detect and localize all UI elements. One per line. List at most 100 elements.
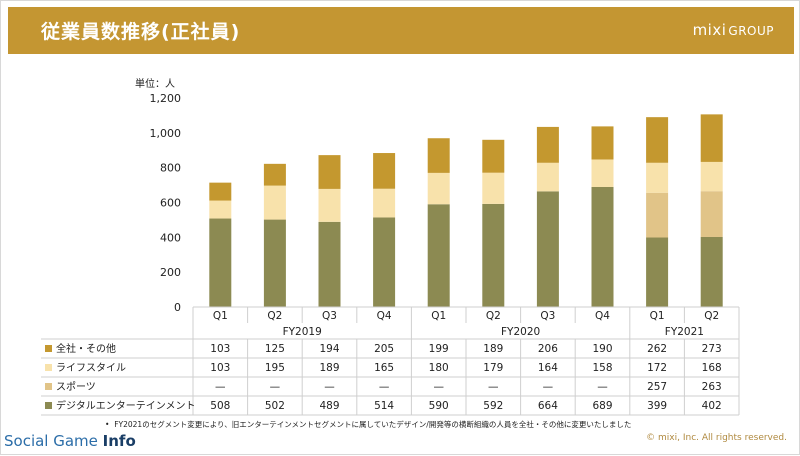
bar-segment (536, 162, 559, 192)
data-label: 399 (647, 400, 667, 412)
data-label: 103 (210, 362, 230, 374)
data-label: 514 (374, 400, 394, 412)
bar-segment (700, 161, 723, 192)
group-label: FY2020 (501, 326, 540, 338)
data-label: 125 (265, 343, 285, 355)
data-label: — (324, 381, 335, 393)
bar-segment (263, 219, 286, 307)
legend-swatch (45, 364, 52, 371)
data-label: 190 (592, 343, 612, 355)
bar-segment (700, 191, 723, 237)
data-label: — (215, 381, 226, 393)
x-tick-label: Q1 (431, 310, 446, 322)
x-tick-label: Q2 (486, 310, 501, 322)
y-tick-label: 200 (160, 266, 181, 279)
bar-segment (263, 185, 286, 220)
data-label: 172 (647, 362, 667, 374)
watermark-part1: Social Game (4, 432, 103, 450)
footnote-bullet: • (105, 420, 110, 429)
data-label: 189 (483, 343, 503, 355)
bar-segment (646, 192, 669, 238)
data-label: 165 (374, 362, 394, 374)
bar-segment (591, 126, 614, 160)
bar-segment (646, 162, 669, 193)
x-tick-label: Q3 (540, 310, 555, 322)
footnote-text: FY2021のセグメント変更により、旧エンターテインメントセグメントに属していた… (114, 420, 632, 429)
legend-label: スポーツ (56, 381, 96, 393)
y-tick-label: 800 (160, 162, 181, 175)
data-label: 189 (319, 362, 339, 374)
data-label: — (597, 381, 608, 393)
footnote: • FY2021のセグメント変更により、旧エンターテインメントセグメントに属して… (105, 419, 631, 430)
data-label: — (270, 381, 281, 393)
data-label: — (488, 381, 499, 393)
data-label: 263 (702, 381, 722, 393)
data-label: 592 (483, 400, 503, 412)
y-tick-label: 400 (160, 231, 181, 244)
bar-segment (591, 186, 614, 307)
data-label: 158 (592, 362, 612, 374)
x-tick-label: Q2 (267, 310, 282, 322)
bar-segment (482, 172, 505, 204)
legend-label: 全社・その他 (56, 342, 116, 355)
x-tick-label: Q2 (704, 310, 719, 322)
slide-header: 従業員数推移(正社員) mixi GROUP (8, 7, 794, 54)
y-tick-label: 600 (160, 197, 181, 210)
bar-segment (700, 114, 723, 162)
legend-label: デジタルエンターテインメント (56, 399, 196, 412)
unit-label: 単位：人 (135, 79, 175, 90)
x-tick-label: Q1 (213, 310, 228, 322)
data-label: 664 (538, 400, 558, 412)
y-tick-label: 1,200 (150, 92, 182, 105)
data-label: 206 (538, 343, 558, 355)
brand-name: mixi (692, 21, 727, 39)
data-label: 199 (429, 343, 449, 355)
data-label: 402 (702, 400, 722, 412)
legend-swatch (45, 383, 52, 390)
data-label: 103 (210, 343, 230, 355)
group-label: FY2021 (665, 326, 704, 338)
x-tick-label: Q3 (322, 310, 337, 322)
data-label: 508 (210, 400, 230, 412)
x-tick-label: Q4 (377, 310, 392, 322)
data-label: 590 (429, 400, 449, 412)
data-label: 168 (702, 362, 722, 374)
bar-segment (536, 191, 559, 307)
y-tick-label: 0 (174, 301, 181, 314)
bar-segment (209, 200, 232, 219)
group-label: FY2019 (283, 326, 322, 338)
bar-segment (591, 159, 614, 187)
copyright: © mixi, Inc. All rights reserved. (646, 433, 787, 443)
data-label: 257 (647, 381, 667, 393)
data-label: 262 (647, 343, 667, 355)
data-label: 689 (592, 400, 612, 412)
bar-segment (209, 182, 232, 201)
bar-segment (427, 204, 450, 307)
legend-swatch (45, 345, 52, 352)
data-label: 502 (265, 400, 285, 412)
bar-segment (318, 188, 341, 222)
data-label: 205 (374, 343, 394, 355)
data-label: — (543, 381, 554, 393)
bar-segment (646, 117, 669, 163)
bar-segment (263, 163, 286, 186)
legend-label: ライフスタイル (56, 362, 126, 374)
bar-segment (318, 221, 341, 307)
bar-segment (427, 138, 450, 173)
x-tick-label: Q1 (650, 310, 665, 322)
data-label: 179 (483, 362, 503, 374)
brand-sub: GROUP (728, 24, 774, 38)
watermark-part2: Info (102, 432, 136, 450)
y-tick-label: 1,000 (150, 127, 182, 140)
bar-segment (373, 188, 396, 218)
data-label: — (433, 381, 444, 393)
data-label: 273 (702, 343, 722, 355)
slide-title: 従業員数推移(正社員) (41, 21, 241, 43)
x-tick-label: Q4 (595, 310, 610, 322)
bar-segment (427, 172, 450, 205)
data-label: — (379, 381, 390, 393)
data-label: 164 (538, 362, 558, 374)
bar-segment (646, 237, 669, 307)
